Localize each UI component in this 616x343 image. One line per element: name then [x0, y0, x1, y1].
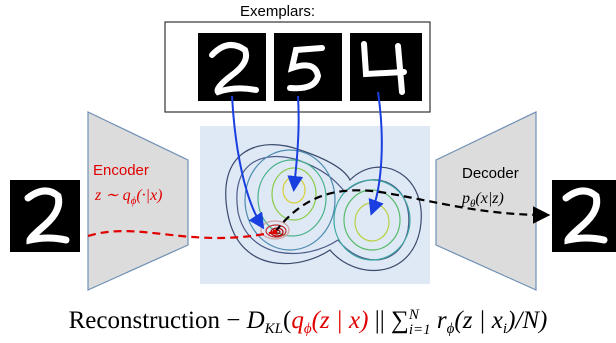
- formula-part: z ∼ q: [94, 187, 131, 204]
- objective-part: D: [246, 307, 265, 334]
- objective-part: Reconstruction −: [69, 307, 247, 334]
- objective-subscript: i=1: [409, 322, 431, 338]
- objective-part: r: [431, 307, 447, 334]
- exemplar-digit-5: [274, 33, 342, 101]
- objective-part: ∑: [391, 307, 409, 334]
- objective-part: (z | x: [454, 307, 503, 334]
- formula-part: p: [461, 190, 470, 207]
- objective-superscript: N: [408, 307, 420, 323]
- objective-part: (z | x): [312, 307, 369, 334]
- latent-sample: [273, 230, 278, 235]
- formula-part: (x|z): [475, 190, 503, 207]
- input-digit: [10, 180, 80, 252]
- encoder-label: Encoder: [93, 162, 149, 179]
- objective-subscript: KL: [264, 321, 283, 337]
- objective-part: q: [291, 307, 304, 334]
- objective-part: (: [283, 307, 291, 334]
- objective-part: )/N): [505, 307, 547, 334]
- exemplar-digit-4: [350, 33, 422, 101]
- formula-part: (·|x): [136, 187, 162, 204]
- exemplar-digit-2: [198, 33, 266, 101]
- output-digit: [552, 180, 616, 252]
- decoder-label: Decoder: [462, 165, 519, 182]
- diagram: Exemplars: Encoder z ∼ qϕ(·|x) Decoder p…: [0, 0, 616, 343]
- latent-panel: [200, 126, 430, 284]
- objective-part: ||: [368, 307, 391, 334]
- exemplars-label: Exemplars:: [240, 3, 315, 20]
